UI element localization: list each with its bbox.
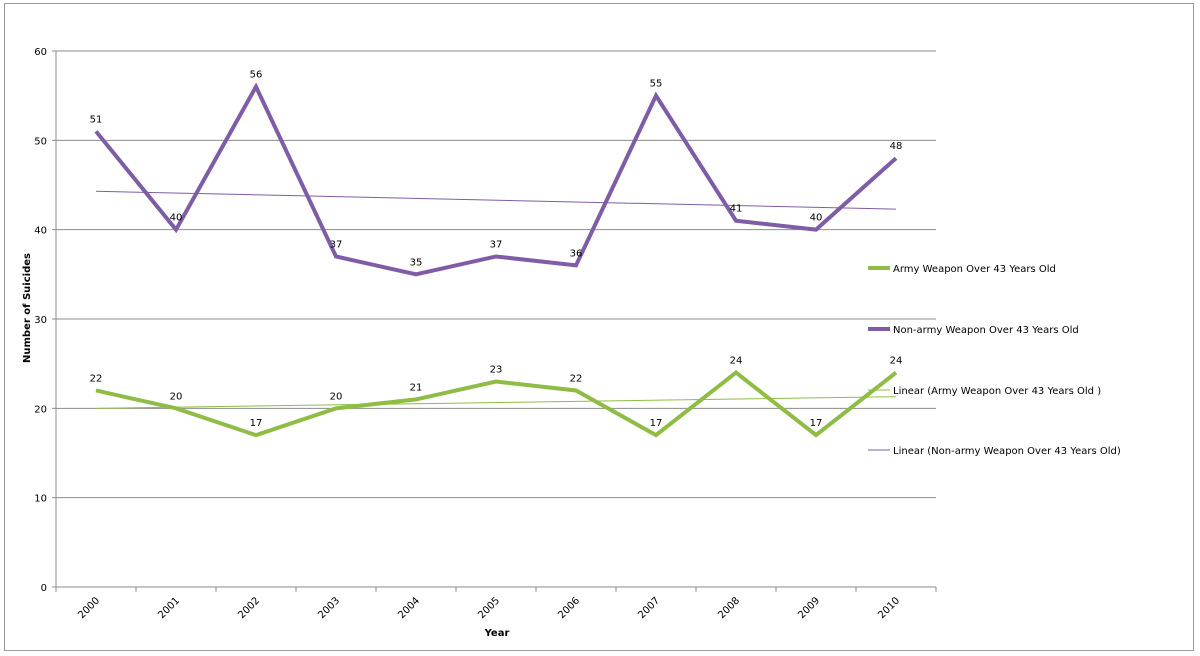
y-tick-label: 40 xyxy=(34,226,47,237)
y-tick-label: 0 xyxy=(41,583,47,594)
data-label: 20 xyxy=(170,391,183,402)
data-label: 37 xyxy=(330,239,343,250)
data-labels: 22 20 17 20 21 23 22 17 24 17 24 51 40 56 37 35 37 36 55 41… xyxy=(90,70,903,429)
x-tick-label: 2004 xyxy=(396,595,422,621)
data-label: 17 xyxy=(650,418,663,429)
data-label: 51 xyxy=(90,114,103,125)
trendline-army xyxy=(95,396,897,409)
data-label: 40 xyxy=(810,213,823,224)
legend-label-linear-non-army: Linear (Non-army Weapon Over 43 Years Ol… xyxy=(893,446,1121,457)
data-label: 37 xyxy=(490,239,503,250)
data-label: 24 xyxy=(730,356,743,367)
data-label: 36 xyxy=(570,248,583,259)
data-label: 56 xyxy=(250,70,263,81)
series-lines xyxy=(94,82,898,438)
x-tick-label: 2007 xyxy=(636,595,662,621)
gridlines xyxy=(56,50,936,499)
y-tick-label: 50 xyxy=(34,136,47,147)
legend-label-non-army: Non-army Weapon Over 43 Years Old xyxy=(893,325,1079,336)
x-tick-label: 2001 xyxy=(156,595,182,621)
data-label: 17 xyxy=(250,418,263,429)
x-tick-label: 2010 xyxy=(876,595,902,621)
data-label: 21 xyxy=(410,382,423,393)
x-tick-label: 2000 xyxy=(76,595,102,621)
y-tick-labels: 0 10 20 30 40 50 60 xyxy=(34,47,47,594)
data-label: 22 xyxy=(570,373,583,384)
x-tick-label: 2002 xyxy=(236,595,262,621)
x-tick-label: 2005 xyxy=(476,595,502,621)
data-label: 17 xyxy=(810,418,823,429)
data-label: 23 xyxy=(490,365,503,376)
data-label: 24 xyxy=(890,356,903,367)
y-tick-label: 10 xyxy=(34,494,47,505)
x-tick-labels: 2000 2001 2002 2003 2004 2005 2006 2007 2008 2009… xyxy=(76,595,902,621)
trendline-non-army xyxy=(95,190,897,210)
y-tick-label: 30 xyxy=(34,315,47,326)
chart-frame xyxy=(4,3,1194,651)
x-tick-label: 2006 xyxy=(556,595,582,621)
data-label: 40 xyxy=(170,213,183,224)
data-label: 48 xyxy=(890,141,903,152)
x-tick-label: 2008 xyxy=(716,595,742,621)
data-label: 55 xyxy=(650,79,663,90)
legend: Army Weapon Over 43 Years Old Non-army We… xyxy=(868,264,1121,457)
series-line-army xyxy=(95,370,898,438)
data-label: 35 xyxy=(410,257,423,268)
y-tick-label: 20 xyxy=(34,404,47,415)
x-axis-title: Year xyxy=(484,628,510,639)
legend-label-linear-army: Linear (Army Weapon Over 43 Years Old ) xyxy=(893,386,1101,397)
legend-label-army: Army Weapon Over 43 Years Old xyxy=(893,264,1056,275)
trendlines xyxy=(95,190,897,409)
axes xyxy=(52,50,937,592)
y-axis-title: Number of Suicides xyxy=(22,253,33,363)
data-label: 22 xyxy=(90,373,103,384)
series-line-non-army xyxy=(94,82,898,277)
x-tick-label: 2003 xyxy=(316,595,342,621)
data-label: 20 xyxy=(330,391,343,402)
data-label: 41 xyxy=(730,204,743,215)
y-tick-label: 60 xyxy=(34,47,47,58)
x-tick-label: 2009 xyxy=(796,595,822,621)
